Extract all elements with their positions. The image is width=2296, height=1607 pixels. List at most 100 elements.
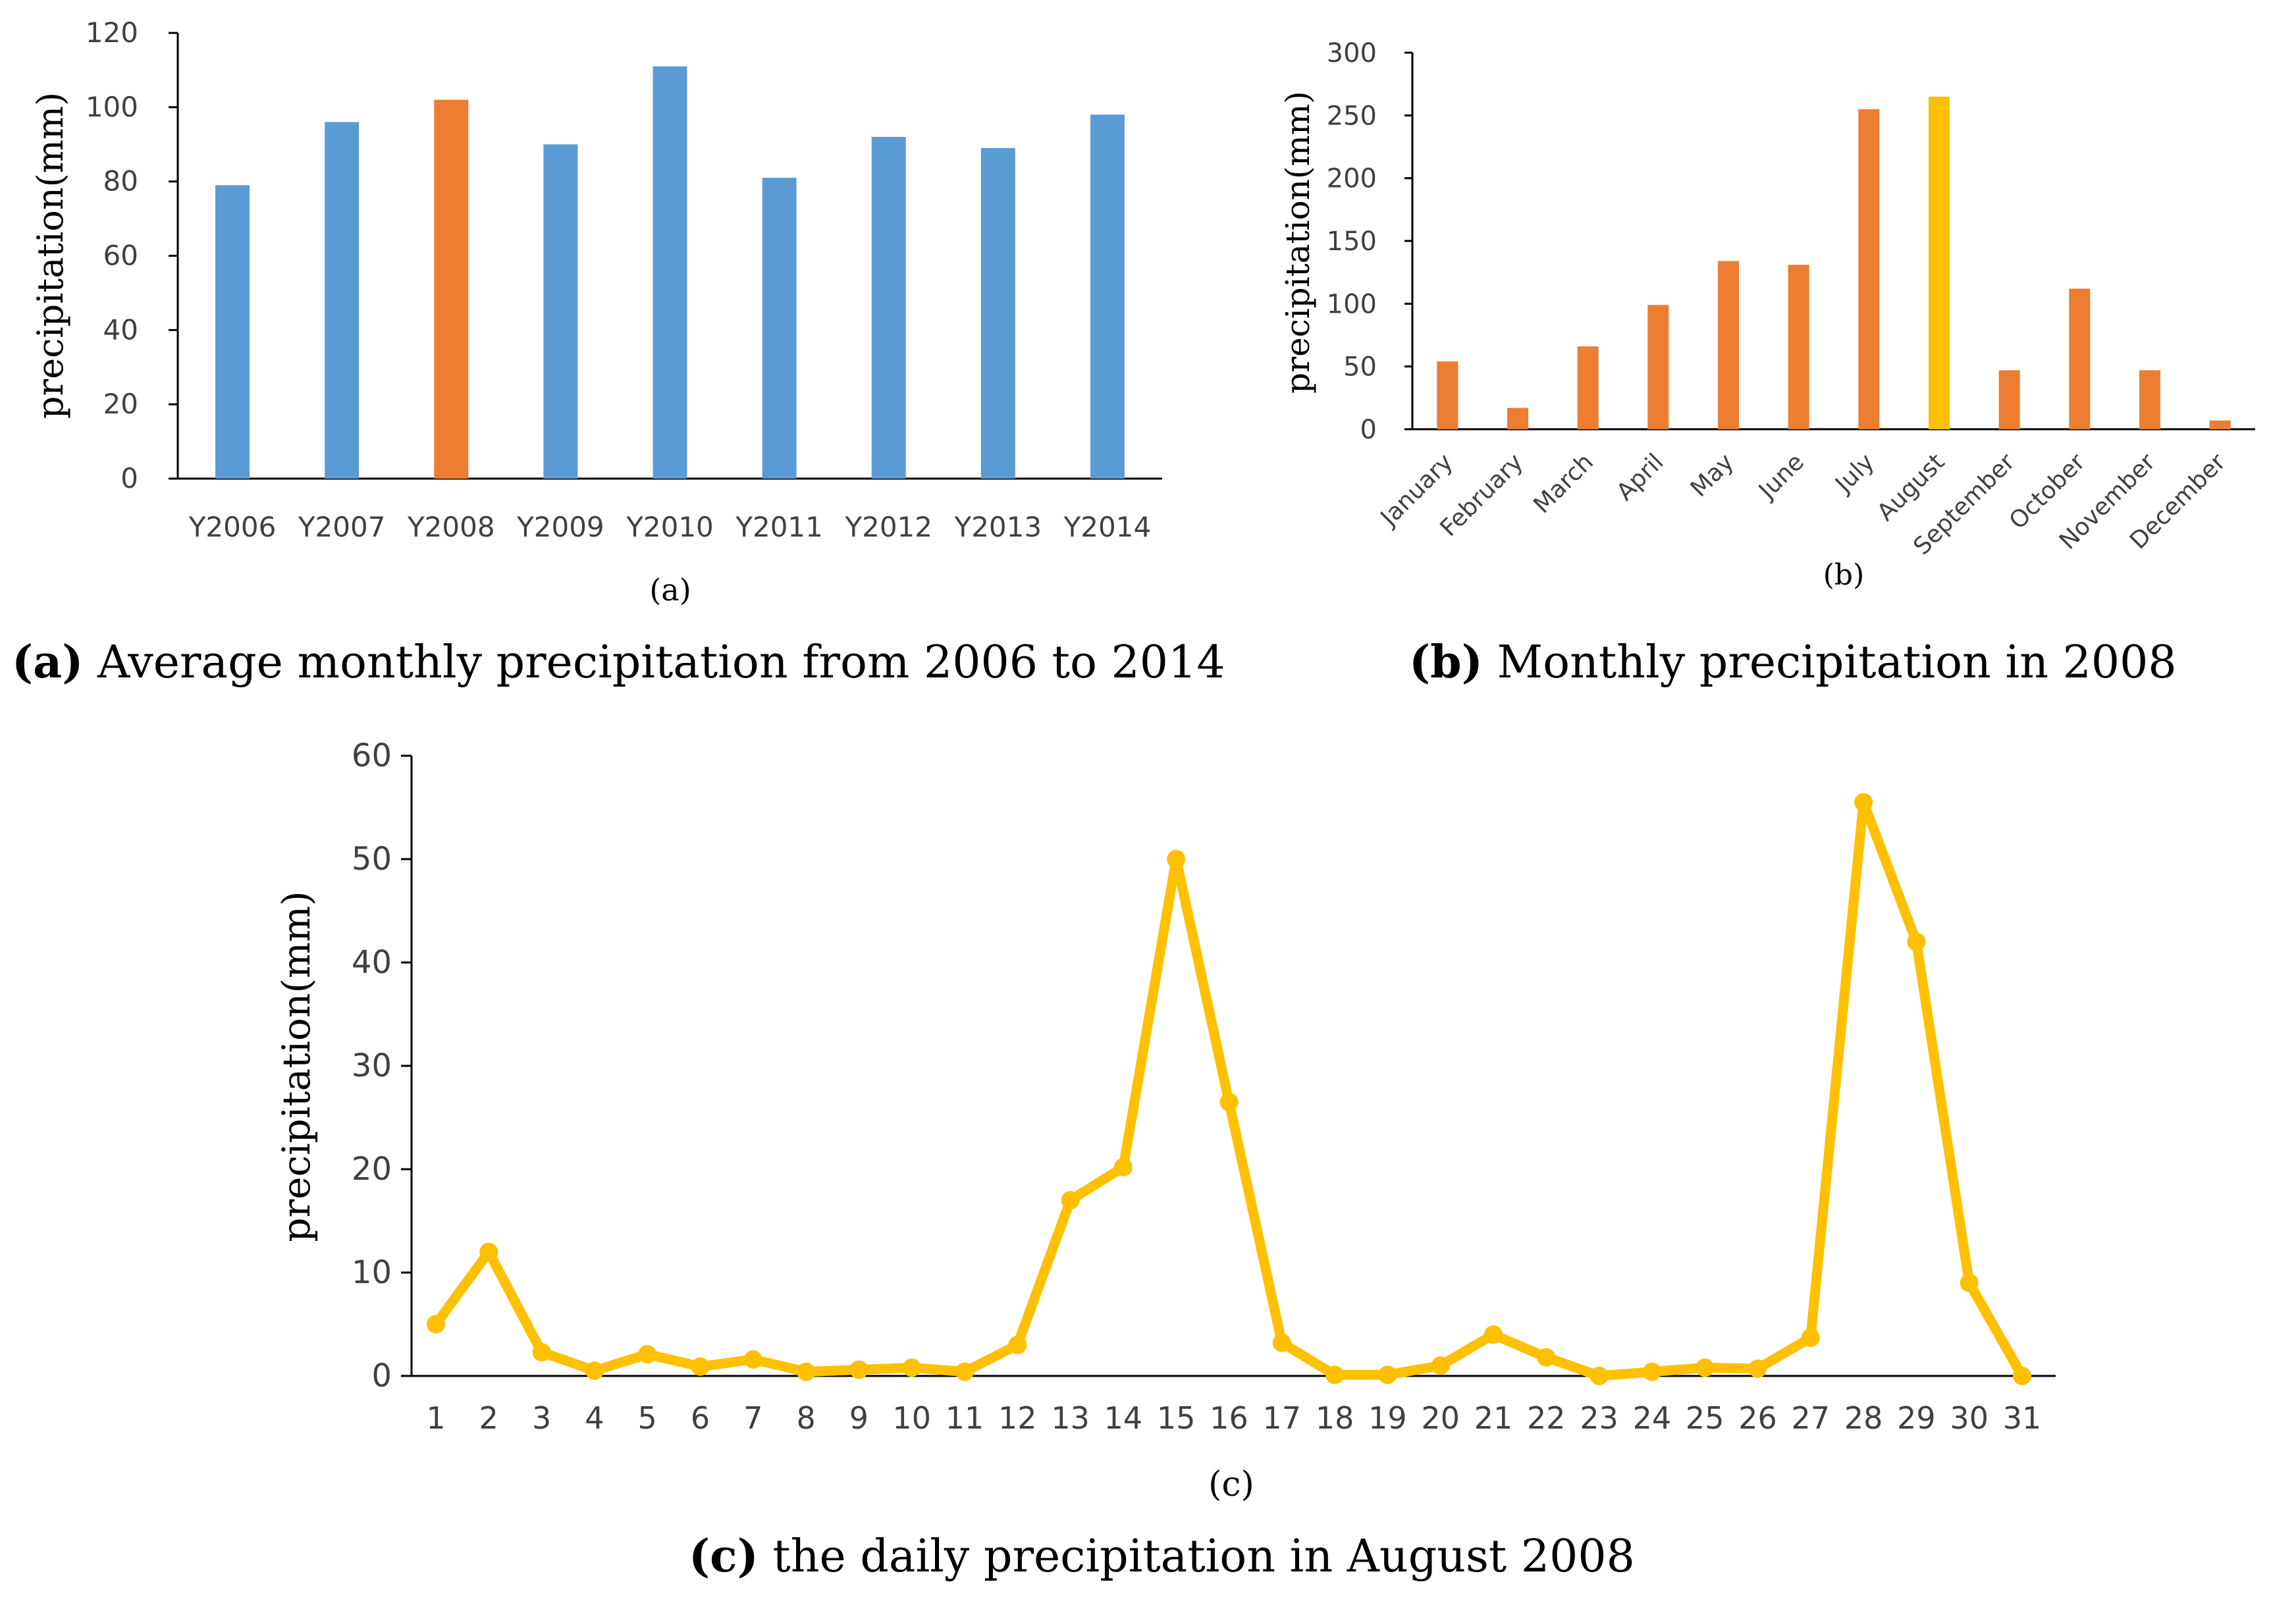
- b-y-tick-label: 200: [1327, 164, 1377, 194]
- c-data-point: [1748, 1359, 1767, 1379]
- c-x-tick-label: 25: [1686, 1400, 1724, 1436]
- a-bar-Y2014: [1090, 115, 1125, 479]
- a-y-tick-label: 40: [103, 313, 138, 346]
- c-x-tick-label: 21: [1474, 1400, 1513, 1436]
- b-y-tick-label: 250: [1327, 101, 1377, 131]
- c-data-point: [1219, 1092, 1239, 1111]
- b-x-tick-label: June: [1753, 448, 1809, 505]
- b-y-tick-label: 100: [1327, 289, 1377, 319]
- caption-b-letter: (b): [1409, 636, 1483, 689]
- c-x-tick-label: 31: [2003, 1400, 2042, 1436]
- c-data-point: [1801, 1328, 1820, 1347]
- b-y-tick-label: 0: [1360, 415, 1377, 445]
- caption-c-text: the daily precipitation in August 2008: [758, 1531, 1635, 1583]
- a-bar-Y2009: [543, 144, 578, 479]
- c-y-axis-label: precipitation(mm): [274, 891, 319, 1242]
- b-bar-May: [1718, 261, 1739, 429]
- c-x-tick-label: 3: [532, 1400, 551, 1436]
- c-data-point: [427, 1315, 445, 1334]
- b-x-tick-label: April: [1612, 448, 1669, 506]
- a-y-tick-label: 80: [103, 165, 138, 198]
- b-y-tick-label: 150: [1327, 226, 1377, 257]
- c-x-tick-label: 9: [849, 1400, 868, 1436]
- b-bar-February: [1507, 408, 1528, 429]
- a-sublabel: (a): [649, 572, 691, 608]
- c-data-point: [1537, 1348, 1556, 1367]
- c-x-tick-label: 20: [1421, 1400, 1460, 1436]
- c-data-point: [532, 1342, 551, 1361]
- c-y-tick-label: 40: [352, 944, 392, 981]
- c-data-point: [1484, 1325, 1503, 1344]
- panel-a-chart: 0 20 40 60 80 100 120 Y2006 Y2007 Y2008 Y2009 Y2010…: [30, 16, 1162, 608]
- c-y-tick-label: 60: [352, 737, 392, 774]
- b-bar-September: [1998, 370, 2020, 429]
- a-x-tick-label: Y2008: [407, 511, 495, 543]
- b-bar-January: [1437, 361, 1458, 429]
- a-x-tick-label: Y2006: [188, 511, 277, 543]
- c-data-point: [1378, 1365, 1397, 1384]
- c-data-point: [2013, 1367, 2031, 1385]
- c-data-point: [1960, 1273, 1979, 1292]
- c-x-tick-label: 7: [743, 1400, 762, 1436]
- a-x-tick-label: Y2009: [516, 511, 604, 543]
- b-bar-November: [2139, 370, 2160, 429]
- b-bar-October: [2069, 288, 2091, 429]
- caption-c: (c) the daily precipitation in August 20…: [689, 1530, 1635, 1583]
- b-x-tick-label: July: [1830, 448, 1880, 498]
- a-y-tick-label: 120: [86, 16, 138, 49]
- c-data-point: [1325, 1365, 1345, 1384]
- c-x-tick-label: 12: [998, 1400, 1037, 1436]
- b-sublabel: (b): [1823, 558, 1865, 592]
- c-y-tick-label: 30: [352, 1047, 392, 1084]
- c-x-tick-label: 29: [1897, 1400, 1936, 1436]
- b-bar-April: [1647, 305, 1669, 429]
- a-y-tick-label: 20: [103, 388, 138, 420]
- c-x-tick-label: 13: [1051, 1400, 1090, 1436]
- a-bar-Y2006: [215, 185, 250, 479]
- c-x-tick-label: 8: [796, 1400, 815, 1436]
- c-x-tick-label: 19: [1368, 1400, 1407, 1436]
- caption-a-text: Average monthly precipitation from 2006 …: [83, 637, 1225, 689]
- c-x-tick-label: 30: [1950, 1400, 1989, 1436]
- a-x-tick-label: Y2014: [1063, 511, 1152, 543]
- b-y-tick-label: 50: [1343, 352, 1377, 382]
- c-y-tick-label: 50: [352, 841, 392, 878]
- c-x-tick-label: 10: [892, 1400, 931, 1436]
- c-data-point: [955, 1362, 974, 1381]
- c-y-tick-label: 20: [352, 1151, 392, 1188]
- c-x-tick-label: 15: [1157, 1400, 1196, 1436]
- a-x-tick-label: Y2012: [844, 511, 932, 543]
- c-x-tick-label: 6: [691, 1400, 710, 1436]
- b-x-tick-label: March: [1528, 448, 1599, 519]
- b-bar-December: [2209, 420, 2231, 429]
- b-bar-March: [1577, 346, 1599, 429]
- c-x-tick-label: 18: [1316, 1400, 1354, 1436]
- c-data-point: [1113, 1157, 1133, 1176]
- c-x-tick-label: 23: [1580, 1400, 1618, 1436]
- c-x-tick-label: 14: [1104, 1400, 1143, 1436]
- c-x-tick-label: 27: [1792, 1400, 1830, 1436]
- b-x-tick-label: May: [1686, 448, 1740, 502]
- c-series-line: [431, 797, 2027, 1381]
- c-data-point: [1695, 1358, 1715, 1377]
- a-bar-Y2012: [871, 136, 906, 479]
- c-data-point: [1061, 1191, 1080, 1210]
- c-data-point: [1589, 1367, 1609, 1385]
- caption-c-letter: (c): [689, 1530, 759, 1583]
- caption-b: (b) Monthly precipitation in 2008: [1409, 636, 2177, 689]
- c-x-tick-label: 4: [585, 1400, 604, 1436]
- c-x-tick-label: 11: [946, 1400, 984, 1436]
- c-x-tick-label: 1: [426, 1400, 445, 1436]
- c-data-point: [1431, 1356, 1450, 1375]
- c-x-tick-label: 26: [1738, 1400, 1777, 1436]
- a-bar-Y2011: [762, 178, 797, 479]
- caption-a-letter: (a): [12, 636, 84, 689]
- c-x-tick-label: 5: [638, 1400, 657, 1436]
- b-y-axis-label: precipitation(mm): [1279, 91, 1317, 394]
- a-bar-Y2013: [980, 147, 1015, 479]
- c-data-point: [1642, 1362, 1661, 1381]
- c-x-tick-label: 24: [1633, 1400, 1672, 1436]
- c-y-tick-label: 10: [352, 1254, 392, 1291]
